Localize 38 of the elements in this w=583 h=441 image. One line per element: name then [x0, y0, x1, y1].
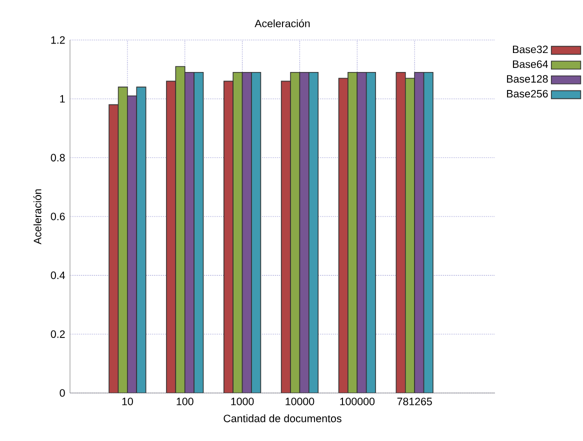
legend-label: Base32	[512, 46, 548, 54]
y-tick-label: 0.8	[50, 154, 65, 162]
bar	[136, 86, 146, 393]
x-tick-label: 100	[176, 398, 194, 406]
bar	[423, 72, 434, 393]
bar	[194, 72, 204, 393]
bar	[108, 104, 119, 393]
bar	[338, 78, 348, 393]
bar	[356, 72, 367, 393]
x-tick-label: 10000	[286, 398, 314, 406]
x-tick-label: 100000	[340, 398, 375, 406]
y-tick-label: 1.2	[51, 36, 65, 44]
x-axis-title: Cantidad de documentos	[224, 414, 342, 422]
legend-label: Base64	[512, 60, 548, 68]
y-tick-label: 0.4	[50, 272, 65, 280]
chart-title: Aceleración	[254, 19, 310, 28]
bar	[118, 86, 128, 393]
bar	[166, 80, 176, 393]
y-tick-label: 0	[60, 389, 65, 397]
legend-label: Base256	[507, 90, 548, 98]
bar	[290, 72, 300, 393]
bar	[280, 80, 291, 393]
bar	[299, 72, 310, 393]
bar	[242, 72, 252, 393]
bar	[414, 72, 424, 393]
legend-label: Base128	[507, 75, 548, 83]
y-tick-label: 0.6	[50, 212, 65, 220]
y-axis-title: Aceleración	[33, 189, 42, 244]
x-tick-label: 1000	[231, 398, 254, 406]
bar	[348, 72, 358, 393]
bar	[175, 66, 186, 393]
bar	[251, 72, 262, 393]
y-tick-label: 0.2	[50, 330, 65, 338]
y-tick-label: 1	[60, 95, 65, 102]
bar	[232, 72, 243, 393]
x-tick-label: 781265	[397, 398, 432, 406]
x-tick-label: 10	[122, 398, 133, 406]
bar	[396, 72, 406, 393]
